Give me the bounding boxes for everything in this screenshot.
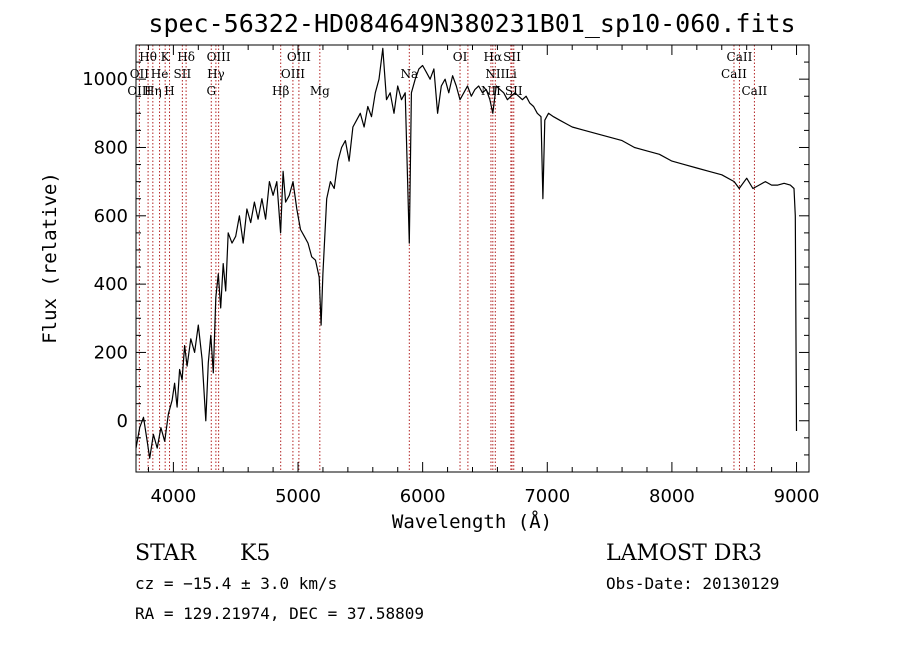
marker-label: OI <box>453 50 468 64</box>
marker-label: Hθ <box>139 50 157 64</box>
spectral-subclass: K5 <box>240 541 270 566</box>
plot-frame <box>135 44 810 473</box>
marker-label: OII <box>130 67 150 81</box>
marker-label: OIII <box>127 84 151 98</box>
survey-name: LAMOST DR3 <box>606 541 762 566</box>
y-tick-label: 1000 <box>82 69 128 90</box>
spectrum-line <box>135 47 798 459</box>
y-tick-label: 200 <box>94 342 128 363</box>
marker-label: OIII <box>207 50 231 64</box>
marker-label: Hγ <box>207 67 225 81</box>
x-tick-label: 5000 <box>275 486 321 507</box>
x-tick-label: 9000 <box>774 486 820 507</box>
marker-label: CaII <box>727 50 753 64</box>
marker-label: Li <box>505 67 517 81</box>
chart-title: spec-56322-HD084649N380231B01_sp10-060.f… <box>148 9 795 38</box>
y-axis: 0 200 400 600 800 1000 <box>82 44 809 456</box>
marker-lines <box>138 45 755 472</box>
marker-label: CaII <box>741 84 767 98</box>
x-axis-label: Wavelength (Å) <box>392 510 552 533</box>
marker-label: Hη <box>144 84 162 98</box>
marker-label: SII <box>503 50 521 64</box>
marker-label: SII <box>505 84 523 98</box>
marker-label: OIII <box>281 67 305 81</box>
x-axis: 4000 5000 6000 7000 8000 9000 <box>147 45 820 507</box>
x-tick-label: 7000 <box>524 486 570 507</box>
object-type: STAR <box>135 541 197 566</box>
marker-label: OIII <box>287 50 311 64</box>
marker-label: G <box>206 84 216 98</box>
coordinates: RA = 129.21974, DEC = 37.58809 <box>135 604 424 623</box>
marker-label: SII <box>174 67 192 81</box>
y-tick-label: 400 <box>94 274 128 295</box>
marker-label: Na <box>400 67 418 81</box>
marker-label: NII <box>485 67 505 81</box>
marker-label: Hα <box>484 50 503 64</box>
marker-label: He <box>151 67 169 81</box>
observation-date: Obs-Date: 20130129 <box>606 574 779 593</box>
x-tick-label: 4000 <box>150 486 196 507</box>
y-axis-label: Flux (relative) <box>39 172 61 344</box>
marker-label: Hβ <box>272 84 289 98</box>
y-tick-label: 800 <box>94 137 128 158</box>
x-tick-label: 8000 <box>649 486 695 507</box>
y-tick-label: 600 <box>94 206 128 227</box>
x-tick-label: 6000 <box>400 486 446 507</box>
y-tick-label: 0 <box>117 411 128 432</box>
redshift-cz: cz = −15.4 ± 3.0 km/s <box>135 574 337 593</box>
marker-label: Mg <box>310 84 330 98</box>
marker-label: H <box>164 84 174 98</box>
marker-label: K <box>161 50 171 64</box>
marker-label: Hδ <box>177 50 195 64</box>
marker-label: CaII <box>721 67 747 81</box>
marker-labels: Hθ OII OIII K He Hη H Hδ SII OIII Hγ G OIII OIII Hβ Mg N… <box>127 50 767 98</box>
